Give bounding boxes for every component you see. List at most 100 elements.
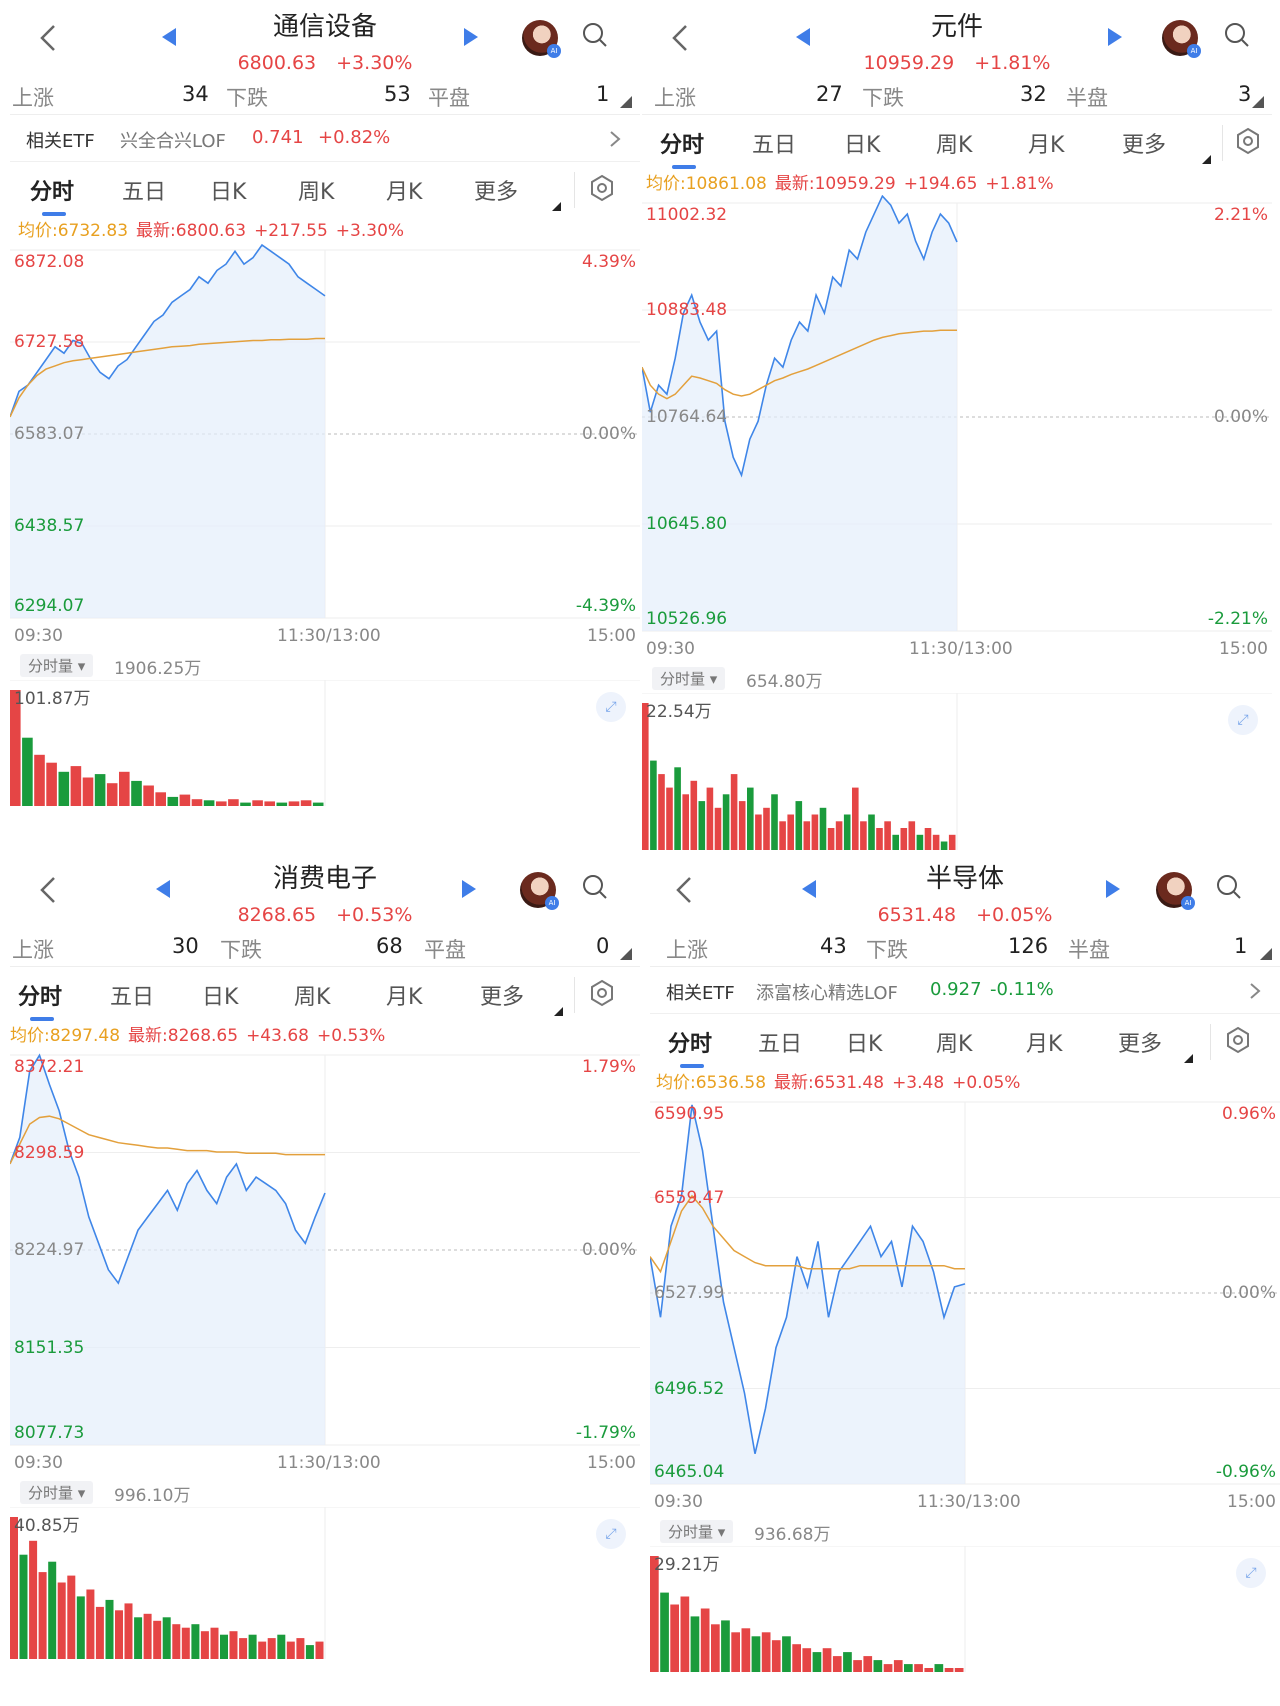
volume-bar xyxy=(873,1660,883,1672)
tab-more[interactable]: 更多 xyxy=(480,985,525,1010)
y-axis-label: 8077.73 xyxy=(14,1423,85,1443)
back-arrow-icon[interactable] xyxy=(36,872,60,908)
tab-more[interactable]: 更多 xyxy=(1118,1032,1163,1057)
period-tabs: 分时 五日 日K 周K 月K 更多 xyxy=(650,1014,1280,1068)
prev-sector-icon[interactable] xyxy=(796,28,810,46)
volume-bar xyxy=(115,1610,123,1659)
tab-monthly-k[interactable]: 月K xyxy=(386,985,423,1010)
search-icon[interactable] xyxy=(582,874,608,900)
y-axis-label: 6727.58 xyxy=(14,332,85,352)
prev-sector-icon[interactable] xyxy=(156,880,170,898)
back-arrow-icon[interactable] xyxy=(672,872,696,908)
volume-bar xyxy=(95,1606,104,1659)
y-axis-pct-label: 0.00% xyxy=(581,1240,636,1260)
tab-five-day[interactable]: 五日 xyxy=(122,180,167,205)
ai-avatar[interactable]: AI xyxy=(1156,872,1195,910)
volume-type-select[interactable]: 分时量 ▾ xyxy=(20,654,94,677)
expand-corner-icon[interactable] xyxy=(620,96,632,108)
next-sector-icon[interactable] xyxy=(1106,880,1120,898)
tab-daily-k[interactable]: 日K xyxy=(202,985,239,1010)
ai-avatar[interactable]: AI xyxy=(522,20,561,58)
tab-monthly-k[interactable]: 月K xyxy=(1028,133,1065,158)
volume-bar xyxy=(216,801,227,806)
settings-icon[interactable] xyxy=(1224,1026,1252,1054)
period-tabs: 分时 五日 日K 周K 月K 更多 xyxy=(10,967,640,1021)
intraday-chart[interactable]: 8372.21 1.79% 8298.59 8224.97 0.00% 8151.35 80… xyxy=(10,1047,640,1479)
price-line xyxy=(650,1104,966,1454)
search-icon[interactable] xyxy=(1216,874,1242,900)
tab-five-day[interactable]: 五日 xyxy=(110,985,155,1010)
settings-icon[interactable] xyxy=(1234,127,1262,155)
x-axis-label: 15:00 xyxy=(587,626,636,646)
volume-bar xyxy=(315,1641,324,1659)
ai-avatar[interactable]: AI xyxy=(1162,20,1201,58)
ai-avatar[interactable]: AI xyxy=(520,872,559,910)
settings-icon[interactable] xyxy=(588,174,616,202)
expand-chart-icon[interactable]: ⤢ xyxy=(1236,1558,1266,1588)
intraday-chart[interactable]: 6872.08 4.39% 6727.58 6583.07 0.00% 6438.57 62… xyxy=(10,242,640,652)
expand-chart-icon[interactable]: ⤢ xyxy=(596,692,626,722)
tab-weekly-k[interactable]: 周K xyxy=(936,1032,973,1057)
volume-bar xyxy=(38,1572,47,1659)
expand-corner-icon[interactable] xyxy=(1260,948,1272,960)
tab-five-day[interactable]: 五日 xyxy=(758,1032,803,1057)
back-arrow-icon[interactable] xyxy=(36,20,60,56)
search-icon[interactable] xyxy=(582,22,608,48)
tab-daily-k[interactable]: 日K xyxy=(846,1032,883,1057)
volume-bar xyxy=(876,828,883,850)
tab-monthly-k[interactable]: 月K xyxy=(386,180,423,205)
advance-decline-bar: 上涨 34 下跌 53 平盘 1 xyxy=(10,80,640,115)
intraday-chart[interactable]: 6590.95 0.96% 6559.47 6527.99 0.00% 6496.52 64… xyxy=(650,1094,1280,1518)
volume-bar xyxy=(288,801,300,806)
volume-bar xyxy=(795,801,803,850)
volume-bar xyxy=(900,828,908,850)
tab-weekly-k[interactable]: 周K xyxy=(936,133,973,158)
tab-weekly-k[interactable]: 周K xyxy=(294,985,331,1010)
tab-intraday[interactable]: 分时 xyxy=(18,979,62,1021)
tab-monthly-k[interactable]: 月K xyxy=(1026,1032,1063,1057)
expand-corner-icon[interactable] xyxy=(620,948,632,960)
latest-price: 最新:6800.63 xyxy=(136,221,247,241)
volume-bar xyxy=(852,787,859,850)
expand-chart-icon[interactable]: ⤢ xyxy=(596,1519,626,1549)
related-etf-row[interactable]: 相关ETF 添富核心精选LOF 0.927 -0.11% xyxy=(650,967,1280,1014)
volume-type-select[interactable]: 分时量 ▾ xyxy=(660,1520,734,1543)
volume-bar xyxy=(167,796,179,806)
volume-bar xyxy=(940,841,948,850)
tab-more[interactable]: 更多 xyxy=(1122,133,1167,158)
tab-daily-k[interactable]: 日K xyxy=(844,133,881,158)
volume-type-select[interactable]: 分时量 ▾ xyxy=(20,1481,94,1504)
related-etf-row[interactable]: 相关ETF 兴全合兴LOF 0.741 +0.82% xyxy=(10,115,640,162)
volume-bar xyxy=(82,777,94,806)
ai-badge-icon: AI xyxy=(545,896,559,910)
volume-type-select[interactable]: 分时量 ▾ xyxy=(652,667,726,690)
next-sector-icon[interactable] xyxy=(464,28,478,46)
back-arrow-icon[interactable] xyxy=(668,20,692,56)
tab-divider xyxy=(1210,1024,1211,1060)
tab-weekly-k[interactable]: 周K xyxy=(298,180,335,205)
x-axis-label: 11:30/13:00 xyxy=(277,626,381,646)
tab-five-day[interactable]: 五日 xyxy=(752,133,797,158)
intraday-chart[interactable]: 11002.32 2.21% 10883.48 10764.64 0.00% 10645.… xyxy=(642,195,1272,665)
volume-bar xyxy=(747,787,754,850)
y-axis-label: 6583.07 xyxy=(14,424,85,444)
price-area xyxy=(650,1104,965,1484)
prev-sector-icon[interactable] xyxy=(802,880,816,898)
volume-type-label: 分时量 xyxy=(660,670,706,688)
prev-sector-icon[interactable] xyxy=(162,28,176,46)
volume-bar xyxy=(70,766,82,806)
price-chart-svg xyxy=(642,195,1272,632)
next-sector-icon[interactable] xyxy=(462,880,476,898)
expand-chart-icon[interactable]: ⤢ xyxy=(1228,705,1258,735)
search-icon[interactable] xyxy=(1224,22,1250,48)
tab-daily-k[interactable]: 日K xyxy=(210,180,247,205)
next-sector-icon[interactable] xyxy=(1108,28,1122,46)
tab-more[interactable]: 更多 xyxy=(474,180,519,205)
expand-corner-icon[interactable] xyxy=(1252,96,1264,108)
tab-intraday[interactable]: 分时 xyxy=(660,127,704,169)
volume-bar xyxy=(46,762,57,806)
volume-bar xyxy=(179,794,191,806)
settings-icon[interactable] xyxy=(588,979,616,1007)
tab-intraday[interactable]: 分时 xyxy=(30,174,74,216)
tab-intraday[interactable]: 分时 xyxy=(668,1026,712,1068)
